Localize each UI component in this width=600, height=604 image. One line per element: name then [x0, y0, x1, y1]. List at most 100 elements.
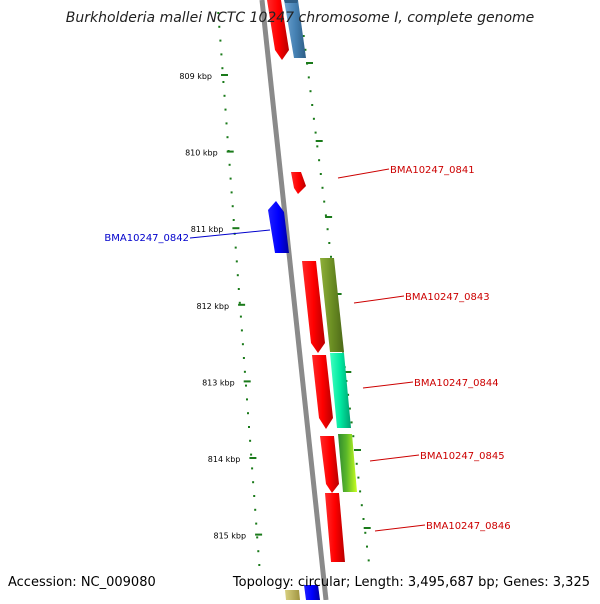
tick-dot: [258, 564, 261, 566]
tick-dot: [232, 219, 235, 221]
major-tick-815: [255, 533, 263, 536]
tick-dot: [230, 191, 233, 194]
tick-dot: [231, 205, 234, 208]
tick-dot: [324, 214, 327, 217]
tick-dot: [319, 173, 322, 175]
tick-dot: [314, 131, 317, 134]
chromosome-backbone: [259, 0, 329, 601]
major-tick-right-2: [325, 216, 333, 218]
tick-dot: [226, 136, 229, 139]
tick-dot: [309, 90, 312, 93]
tick-label-811: 811 kbp: [191, 225, 224, 234]
major-tick-right-4: [344, 371, 352, 373]
tick-dot: [220, 53, 223, 56]
tick-dot: [256, 536, 259, 539]
major-tick-812: [238, 303, 246, 306]
tick-dot: [224, 108, 227, 111]
gene-label-0845[interactable]: BMA10247_0845: [420, 451, 505, 462]
tick-label-809: 809 kbp: [179, 72, 212, 81]
tick-dot: [318, 159, 321, 162]
gene-arrow-0845[interactable]: [320, 436, 339, 493]
tick-dot: [237, 288, 240, 290]
gene-label-0843[interactable]: BMA10247_0843: [405, 292, 490, 303]
gene-arrow-0842[interactable]: [268, 201, 289, 253]
gene-cog-0844[interactable]: [330, 353, 351, 428]
gene-bottom-yellow[interactable]: [285, 590, 300, 600]
gene-label-0842[interactable]: BMA10247_0842: [104, 233, 189, 244]
tick-dot: [218, 25, 221, 28]
tick-dot: [236, 274, 239, 277]
tick-dot: [247, 412, 249, 415]
tick-dot: [250, 453, 253, 456]
tick-label-813: 813 kbp: [202, 378, 235, 387]
genome-summary-text: Topology: circular; Length: 3,495,687 bp…: [232, 575, 590, 590]
tick-dot: [312, 117, 315, 120]
tick-dot: [328, 242, 331, 244]
major-tick-right-0: [306, 62, 313, 64]
tick-dot: [330, 255, 332, 258]
gene-features[interactable]: [267, 0, 357, 600]
tick-labels: 809 kbp 810 kbp 811 kbp 812 kbp 813 kbp 814 k…: [179, 72, 246, 541]
leader-0845: [369, 454, 420, 462]
gene-arrow-top-red[interactable]: [267, 0, 289, 60]
tick-dot: [223, 94, 226, 97]
gene-cog-top-steel-cap: [284, 0, 298, 3]
gene-label-0844[interactable]: BMA10247_0844: [414, 378, 499, 389]
leader-0844: [362, 381, 414, 389]
gene-cog-top-steel[interactable]: [284, 0, 306, 58]
tick-dot: [357, 476, 360, 479]
tick-dot: [366, 545, 368, 548]
tick-dot: [225, 122, 228, 125]
gene-arrow-0846[interactable]: [325, 493, 345, 562]
leader-0841: [337, 168, 390, 179]
tick-dot: [326, 228, 329, 231]
major-tick-814: [249, 457, 257, 459]
tick-dot: [348, 407, 351, 410]
tick-dot: [249, 439, 252, 442]
tick-dot: [245, 384, 247, 387]
major-tick-right-3: [334, 293, 342, 295]
tick-dot: [255, 522, 258, 525]
tick-dot: [251, 467, 254, 470]
tick-dot: [234, 246, 237, 249]
tick-dot: [302, 35, 305, 37]
gene-label-0841[interactable]: BMA10247_0841: [390, 165, 475, 176]
tick-dot: [242, 357, 245, 359]
tick-dot: [243, 370, 246, 373]
major-tick-810: [226, 150, 234, 153]
tick-dot: [235, 260, 238, 263]
gene-arrow-0844[interactable]: [312, 355, 333, 429]
tick-dot: [240, 329, 243, 332]
tick-label-815: 815 kbp: [213, 532, 246, 541]
accession-text: Accession: NC_009080: [8, 575, 156, 590]
gene-arrow-0843[interactable]: [302, 261, 325, 353]
gene-bottom-blue[interactable]: [304, 585, 320, 600]
tick-dot: [364, 531, 367, 534]
major-tick-right-1: [315, 140, 323, 142]
tick-dot: [248, 426, 250, 428]
major-tick-811: [232, 227, 240, 230]
tick-dot: [221, 67, 224, 70]
tick-dot: [355, 462, 358, 465]
tick-dot: [347, 393, 350, 396]
leader-0842: [189, 229, 271, 239]
tick-dot: [362, 518, 365, 520]
tick-dot: [229, 177, 232, 180]
gene-cog-0843[interactable]: [320, 258, 344, 352]
tick-dot: [352, 435, 355, 438]
major-tick-right-6: [363, 527, 371, 529]
major-tick-809: [221, 74, 228, 76]
gene-arrow-0841[interactable]: [291, 172, 306, 194]
tick-dot: [311, 104, 314, 106]
tick-dot: [316, 145, 319, 148]
tick-dot: [350, 421, 353, 424]
tick-dot: [252, 481, 255, 484]
leader-0846: [374, 524, 426, 532]
gene-cog-0845[interactable]: [338, 434, 357, 492]
gene-label-0846[interactable]: BMA10247_0846: [426, 521, 511, 532]
tick-dot: [241, 343, 244, 346]
major-tick-right-5: [354, 449, 361, 451]
label-leader-lines: [189, 168, 426, 532]
